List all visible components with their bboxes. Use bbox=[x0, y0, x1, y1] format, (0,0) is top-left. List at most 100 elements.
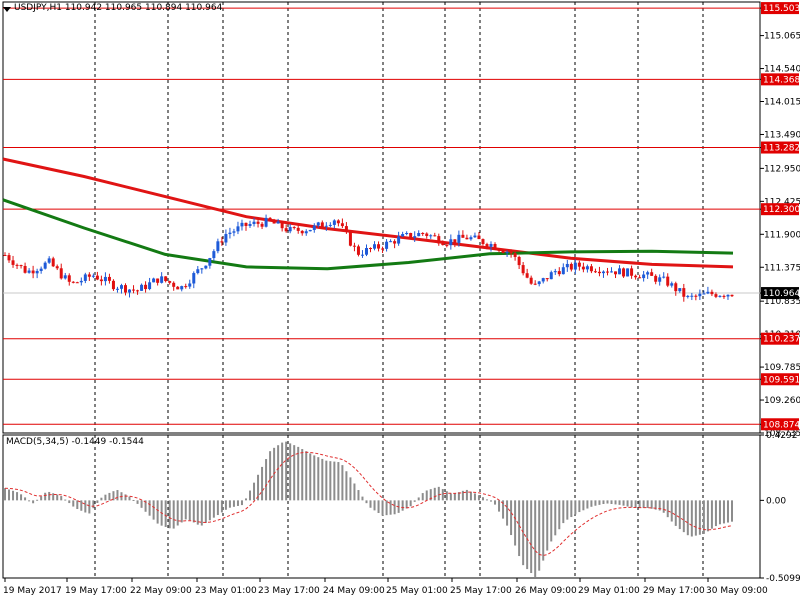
macd-bar bbox=[152, 500, 155, 520]
macd-bar bbox=[269, 451, 272, 501]
candle-bear bbox=[710, 291, 714, 295]
macd-bar bbox=[220, 500, 223, 513]
macd-bar bbox=[168, 500, 171, 529]
macd-bar bbox=[309, 453, 312, 501]
macd-bar bbox=[554, 500, 557, 536]
candle-bull bbox=[662, 276, 666, 278]
price-panel-frame bbox=[2, 1, 761, 434]
candle-bear bbox=[164, 276, 168, 282]
candle-bear bbox=[19, 265, 23, 267]
candle-bear bbox=[244, 222, 248, 226]
macd-bar bbox=[381, 500, 384, 516]
macd-bar bbox=[104, 494, 107, 501]
candle-bull bbox=[332, 220, 336, 225]
candle-bear bbox=[569, 263, 573, 270]
candle-bear bbox=[493, 243, 497, 250]
macd-bar bbox=[8, 489, 11, 501]
candle-bear bbox=[59, 268, 63, 279]
macd-bar bbox=[44, 492, 47, 501]
candle-bear bbox=[95, 275, 99, 280]
macd-bar bbox=[634, 500, 637, 508]
candle-bear bbox=[284, 228, 288, 232]
macd-bar bbox=[570, 500, 573, 518]
candle-bear bbox=[356, 246, 360, 255]
candle-bear bbox=[292, 227, 296, 229]
candle-bear bbox=[369, 248, 373, 250]
candle-bear bbox=[437, 236, 441, 244]
candle-bull bbox=[678, 288, 682, 292]
macd-bar bbox=[490, 500, 493, 502]
candle-bull bbox=[160, 276, 164, 283]
macd-bar bbox=[285, 441, 288, 501]
macd-bar bbox=[530, 500, 533, 574]
macd-bar bbox=[317, 457, 320, 501]
candle-bear bbox=[630, 268, 634, 276]
price-tick-label: 110.835 bbox=[764, 297, 800, 307]
macd-bar bbox=[357, 490, 360, 501]
candle-bear bbox=[87, 274, 91, 277]
price-tick-label: 109.260 bbox=[764, 396, 800, 406]
macd-bar bbox=[132, 499, 135, 501]
chart-header: USDJPY,H1 110.942 110.965 110.894 110.96… bbox=[14, 3, 222, 13]
candle-bull bbox=[236, 226, 240, 232]
macd-bar bbox=[188, 500, 191, 521]
candle-bear bbox=[344, 226, 348, 232]
dropdown-triangle-icon[interactable] bbox=[3, 7, 11, 12]
price-tick-label: 109.785 bbox=[764, 363, 800, 373]
candle-bear bbox=[453, 239, 457, 243]
macd-bar bbox=[76, 500, 79, 510]
macd-bar bbox=[224, 500, 227, 510]
macd-bar bbox=[369, 500, 372, 508]
candle-bear bbox=[694, 295, 698, 297]
level-tag bbox=[761, 373, 799, 386]
candle-bear bbox=[501, 250, 505, 253]
macd-bar bbox=[124, 494, 127, 501]
candle-bull bbox=[188, 283, 192, 287]
candle-bear bbox=[409, 233, 413, 238]
candle-bear bbox=[352, 245, 356, 247]
candle-bear bbox=[481, 239, 485, 245]
macd-bar bbox=[542, 500, 545, 561]
candle-bull bbox=[537, 281, 541, 285]
candle-bull bbox=[618, 268, 622, 275]
candle-bear bbox=[517, 256, 521, 266]
macd-bar bbox=[473, 493, 476, 501]
macd-bar bbox=[469, 491, 472, 501]
candle-bull bbox=[505, 251, 509, 253]
candle-bear bbox=[136, 290, 140, 292]
candle-bear bbox=[268, 217, 272, 221]
price-tick-label: 111.900 bbox=[764, 230, 800, 240]
macd-bar bbox=[425, 490, 428, 501]
candle-bear bbox=[581, 266, 585, 270]
candle-bull bbox=[232, 231, 236, 233]
symbol-label: USDJPY,H1 bbox=[14, 3, 62, 13]
candle-bear bbox=[513, 253, 517, 257]
macd-bar bbox=[618, 500, 621, 505]
macd-bar bbox=[48, 491, 51, 501]
macd-bar bbox=[562, 500, 565, 524]
price-tick-label: 115.065 bbox=[764, 32, 800, 42]
candle-bull bbox=[405, 233, 409, 235]
macd-bar bbox=[216, 500, 219, 516]
candle-bear bbox=[123, 285, 127, 293]
macd-bar bbox=[12, 490, 15, 501]
ohlc-values: 110.942 110.965 110.894 110.964 bbox=[64, 3, 223, 13]
macd-bar bbox=[212, 500, 215, 518]
macd-bar bbox=[192, 500, 195, 523]
macd-panel-frame bbox=[2, 434, 761, 579]
macd-bar bbox=[385, 500, 388, 516]
candle-bear bbox=[666, 276, 670, 286]
level-tag-label: 108.874 bbox=[763, 420, 800, 430]
candle-bull bbox=[288, 227, 292, 232]
macd-bar bbox=[148, 500, 151, 516]
candle-bull bbox=[389, 241, 393, 243]
candle-bear bbox=[605, 271, 609, 273]
candle-bull bbox=[702, 293, 706, 295]
candle-bear bbox=[23, 265, 27, 273]
macd-bar bbox=[301, 449, 304, 501]
time-axis-label: 29 May 17:00 bbox=[643, 586, 705, 596]
macd-bar bbox=[494, 500, 497, 505]
candle-bear bbox=[220, 241, 224, 243]
